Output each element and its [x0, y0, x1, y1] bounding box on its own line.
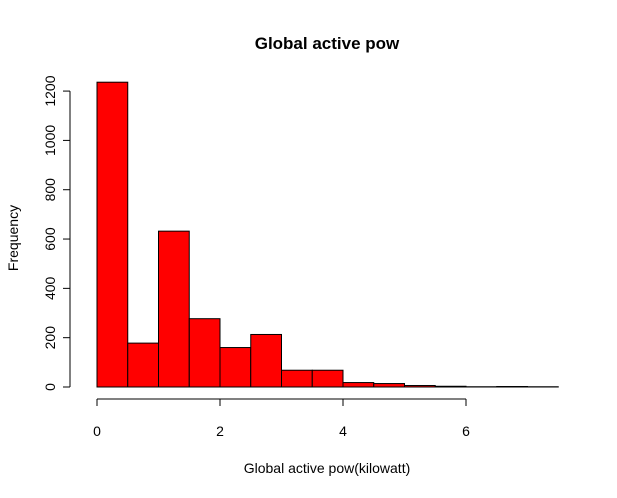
y-tick-label: 400: [42, 276, 58, 300]
histogram-bar-0: [96, 81, 129, 388]
histogram-bar-3: [188, 318, 221, 388]
x-tick-label: 4: [339, 423, 347, 439]
x-axis: 0 2 4 6: [93, 398, 470, 439]
histogram-bars: [96, 81, 559, 388]
y-axis: 0 200 400 600 800 1000 1200: [42, 75, 71, 391]
y-axis-label: Frequency: [5, 205, 21, 271]
x-tick-label: 0: [93, 423, 101, 439]
histogram-bar-5: [250, 333, 282, 388]
y-tick-label: 1000: [42, 125, 58, 156]
y-tick-label: 200: [42, 326, 58, 350]
histogram-bar-6: [281, 369, 313, 388]
chart-title: Global active pow: [255, 34, 400, 53]
y-tick-label: 600: [42, 227, 58, 251]
histogram-bar-2: [158, 230, 190, 388]
histogram-bar-7: [311, 369, 344, 388]
y-tick-label: 800: [42, 178, 58, 202]
histogram-bar-1: [127, 342, 159, 388]
x-tick-label: 6: [462, 423, 470, 439]
histogram-bar-10: [404, 385, 436, 388]
histogram-bar-11: [434, 385, 467, 388]
x-axis-label: Global active pow(kilowatt): [244, 460, 411, 476]
y-tick-label: 0: [42, 383, 58, 391]
y-tick-label: 1200: [42, 75, 58, 106]
histogram-bar-9: [373, 383, 405, 388]
histogram-bar-4: [219, 347, 252, 388]
histogram-bar-8: [342, 382, 375, 388]
x-tick-label: 2: [216, 423, 224, 439]
